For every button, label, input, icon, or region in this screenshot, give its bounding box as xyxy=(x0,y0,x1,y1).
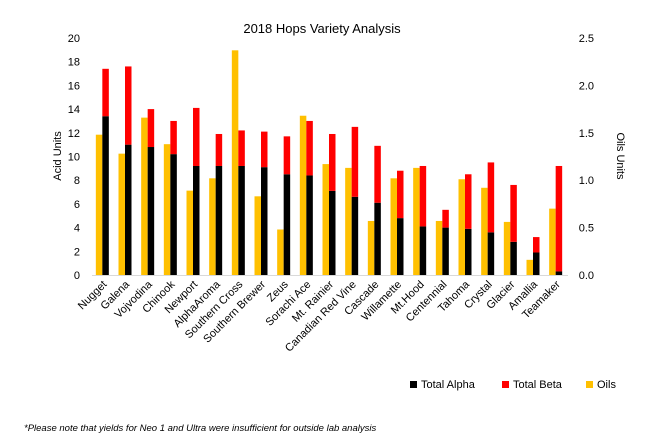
bar-total-alpha xyxy=(351,196,359,275)
bar-total-beta xyxy=(283,136,291,175)
bar-total-beta xyxy=(397,170,404,219)
y-tick-label: 6 xyxy=(74,199,80,211)
bar-total-alpha xyxy=(306,175,313,275)
bar-oils xyxy=(141,117,148,275)
y2-tick-label: 1.0 xyxy=(579,175,594,187)
bar-oils xyxy=(186,190,193,275)
y-tick-label: 2 xyxy=(74,246,80,258)
bar-oils xyxy=(435,220,443,275)
bar-total-beta xyxy=(374,145,381,203)
y2-tick-label: 1.5 xyxy=(579,128,594,140)
bars xyxy=(95,50,563,276)
bar-total-beta xyxy=(487,162,495,233)
bar-total-alpha xyxy=(487,232,495,275)
bar-oils xyxy=(390,178,397,275)
bar-total-beta xyxy=(306,120,313,176)
bar-total-alpha xyxy=(238,165,245,275)
bar-oils xyxy=(254,196,261,275)
bar-total-beta xyxy=(329,133,336,191)
y-axis-ticks: 0 2 4 6 8 10 12 14 16 18 20 xyxy=(68,33,80,282)
bar-total-beta xyxy=(170,120,177,155)
y-tick-label: 4 xyxy=(74,223,80,235)
legend-swatch xyxy=(502,381,509,388)
bar-oils xyxy=(481,187,488,275)
bar-total-alpha xyxy=(193,165,200,275)
legend-label: Oils xyxy=(597,379,616,391)
bar-oils xyxy=(345,167,352,275)
footnote: *Please note that yields for Neo 1 and U… xyxy=(24,423,376,434)
y-tick-label: 14 xyxy=(68,104,80,116)
bar-oils xyxy=(503,221,511,275)
bar-total-alpha xyxy=(170,154,177,275)
bar-total-alpha xyxy=(397,218,404,275)
bar-total-alpha xyxy=(283,174,291,275)
bar-total-alpha xyxy=(374,202,381,275)
bar-total-beta xyxy=(261,131,268,168)
bar-oils xyxy=(163,144,171,275)
bar-total-alpha xyxy=(510,241,517,275)
bar-oils xyxy=(209,178,216,275)
bar-total-beta xyxy=(193,107,200,166)
bar-oils xyxy=(118,153,125,275)
legend-label: Total Beta xyxy=(513,379,563,391)
bar-total-alpha xyxy=(215,165,223,275)
bar-total-beta xyxy=(147,109,155,148)
legend: Total Alpha Total Beta Oils xyxy=(410,379,616,391)
bar-total-beta xyxy=(238,130,245,166)
legend-label: Total Alpha xyxy=(421,379,476,391)
bar-total-beta xyxy=(510,184,517,242)
legend-swatch xyxy=(410,381,417,388)
chart-title: 2018 Hops Variety Analysis xyxy=(243,21,401,36)
bar-total-beta xyxy=(102,68,109,117)
y-tick-label: 16 xyxy=(68,80,80,92)
y2-tick-label: 2.5 xyxy=(579,33,594,45)
y-axis-title: Acid Units xyxy=(52,131,64,181)
bar-total-alpha xyxy=(465,228,472,275)
bar-total-alpha xyxy=(102,116,109,276)
bar-total-beta xyxy=(533,237,540,253)
y-tick-label: 0 xyxy=(74,270,80,282)
bar-oils xyxy=(231,50,239,275)
bar-total-beta xyxy=(465,174,472,229)
y2-axis-ticks: 0.0 0.5 1.0 1.5 2.0 2.5 xyxy=(579,33,594,282)
bar-total-beta xyxy=(125,66,132,145)
bar-oils xyxy=(277,229,284,275)
y2-tick-label: 2.0 xyxy=(579,80,594,92)
bar-oils xyxy=(299,115,307,276)
bar-total-alpha xyxy=(419,226,427,275)
bar-oils xyxy=(526,259,533,275)
bar-oils xyxy=(549,208,556,275)
y-tick-label: 18 xyxy=(68,57,80,69)
bar-total-alpha xyxy=(329,190,336,275)
bar-total-alpha xyxy=(442,227,449,275)
y2-tick-label: 0.0 xyxy=(579,270,594,282)
bar-total-beta xyxy=(419,165,427,227)
bar-total-beta xyxy=(555,165,563,272)
category-labels: NuggetGalenaVojvodinaChinookNewportAlpha… xyxy=(76,278,563,354)
bar-total-alpha xyxy=(555,271,563,275)
bar-oils xyxy=(95,134,103,275)
bar-oils xyxy=(367,220,375,275)
bar-total-beta xyxy=(351,126,359,197)
bar-total-beta xyxy=(215,133,223,166)
y-tick-label: 10 xyxy=(68,152,80,164)
y-tick-label: 12 xyxy=(68,128,80,140)
bar-total-alpha xyxy=(125,144,132,275)
bar-oils xyxy=(322,164,329,275)
bar-total-alpha xyxy=(533,252,540,275)
bar-total-beta xyxy=(442,209,449,228)
legend-swatch xyxy=(586,381,593,388)
bar-oils xyxy=(458,179,465,275)
bar-total-alpha xyxy=(261,167,268,275)
bar-oils xyxy=(413,167,420,275)
y2-axis-title: Oils Units xyxy=(614,132,626,180)
y2-tick-label: 0.5 xyxy=(579,223,594,235)
bar-total-alpha xyxy=(147,147,155,275)
y-tick-label: 8 xyxy=(74,175,80,187)
y-tick-label: 20 xyxy=(68,33,80,45)
